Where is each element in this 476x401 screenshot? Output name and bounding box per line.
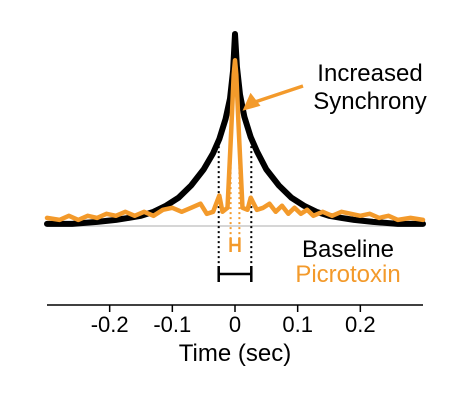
x-axis-ticks: -0.2 -0.1 0 0.1 0.2: [91, 305, 376, 337]
synchrony-arrow: [242, 84, 304, 111]
x-tick-label: 0.1: [282, 312, 313, 337]
arrow-head: [242, 92, 261, 111]
annotation-synchrony: Synchrony: [313, 88, 426, 115]
picrotoxin-width-bracket: [229, 238, 241, 252]
x-axis-label: Time (sec): [179, 340, 291, 367]
x-tick-label: -0.1: [153, 312, 191, 337]
x-tick-label: -0.2: [91, 312, 129, 337]
x-tick-label: 0.2: [345, 312, 376, 337]
legend-baseline: Baseline: [302, 236, 394, 263]
annotation-increased: Increased: [317, 60, 422, 87]
series-line-picrotoxin: [44, 58, 426, 223]
arrow-shaft: [251, 84, 304, 105]
legend-picrotoxin: Picrotoxin: [295, 261, 400, 288]
x-tick-label: 0: [229, 312, 241, 337]
baseline-width-bracket: [217, 266, 253, 282]
